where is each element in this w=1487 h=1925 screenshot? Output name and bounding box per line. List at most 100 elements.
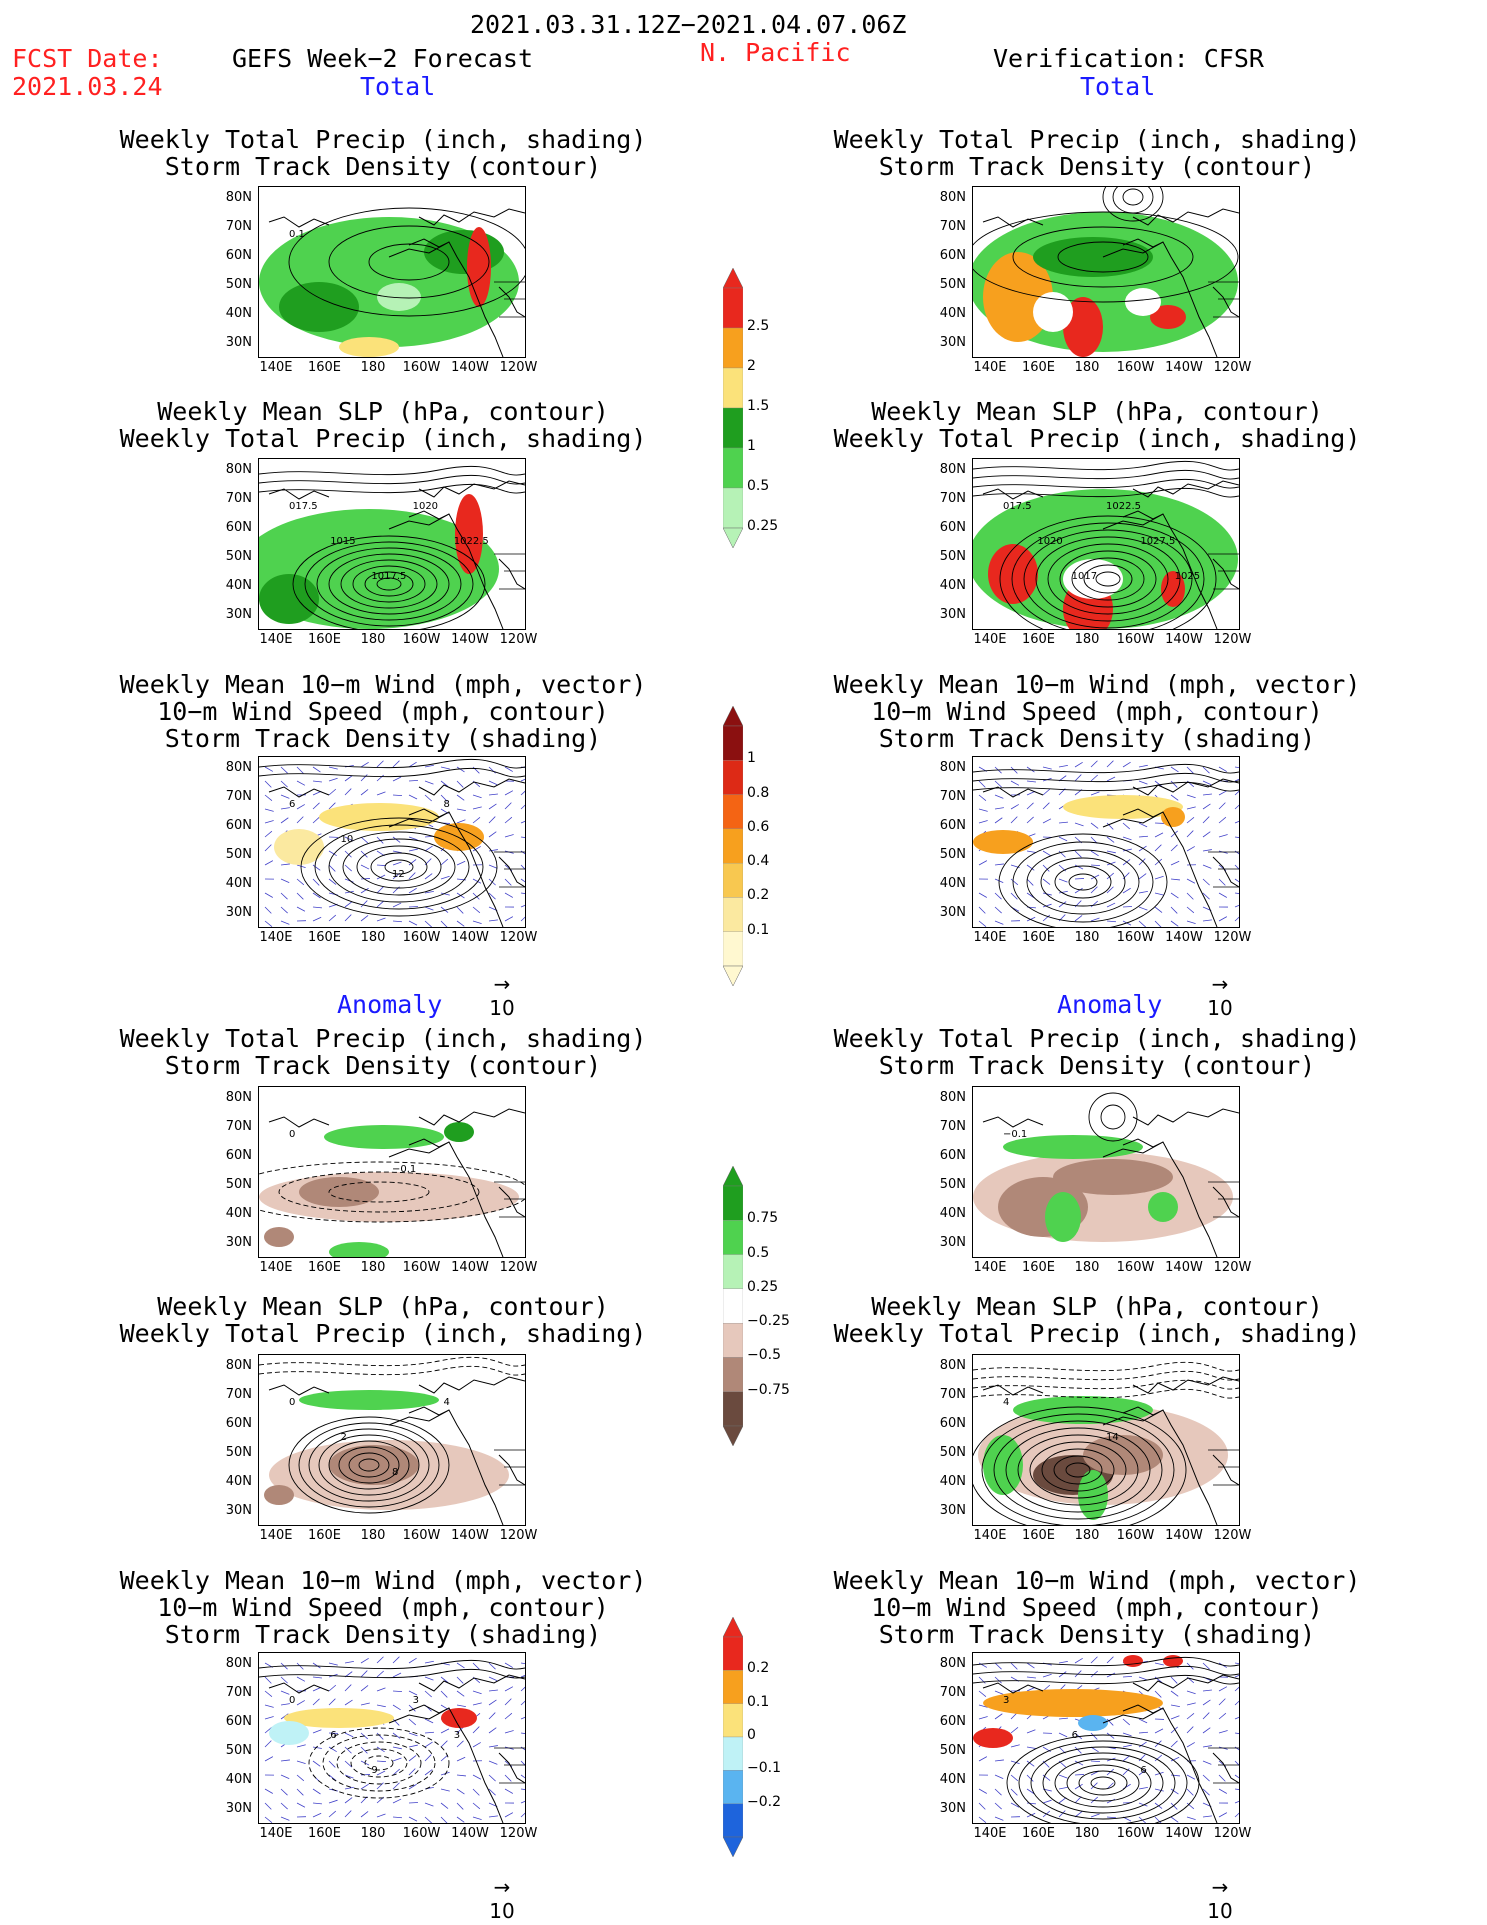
x-tick-label: 160W	[1116, 1528, 1155, 1543]
x-tick-label: 160W	[402, 360, 441, 375]
y-tick-label: 50N	[939, 847, 966, 862]
map-panel-o-wanom: 3 6 6	[972, 1652, 1240, 1824]
colorbar-label: 2.5	[747, 318, 770, 334]
contour-label: 10	[341, 834, 354, 845]
map-panel-f-sanom: 0 2 8 4	[258, 1354, 526, 1526]
y-tick-label: 80N	[225, 462, 252, 477]
coastline	[982, 480, 1239, 629]
map-panel-f-precip: 0.1	[258, 186, 526, 358]
contour-line	[1095, 571, 1121, 587]
state-borders	[1208, 553, 1239, 590]
contour-line	[356, 845, 442, 889]
shading-area	[1063, 795, 1183, 819]
contour-label: 3	[1003, 1695, 1009, 1706]
map-panel-o-panom: −0.1	[972, 1086, 1240, 1258]
y-tick-label: 30N	[939, 335, 966, 350]
state-borders	[1208, 851, 1239, 888]
colorbar-label: −0.1	[747, 1760, 781, 1777]
colorbar-segment	[722, 367, 744, 409]
coastline	[982, 778, 1239, 927]
shading-area	[299, 1177, 379, 1207]
vector-ref-o-total: → 10	[1200, 972, 1240, 1020]
shading-area	[973, 1728, 1013, 1748]
colorbar-segment	[722, 1185, 744, 1221]
colorbar-segment	[722, 760, 744, 795]
contour-label: 0	[289, 1695, 295, 1706]
y-tick-label: 80N	[939, 1358, 966, 1373]
contour-line	[999, 515, 1217, 629]
colorbar-cap	[722, 527, 744, 549]
y-tick-label: 50N	[939, 1177, 966, 1192]
colorbar-segment	[722, 931, 744, 967]
shading-area	[264, 1485, 294, 1505]
verification-anomaly-label: Anomaly	[1057, 990, 1163, 1019]
contour-line	[1059, 550, 1157, 608]
contour-line	[259, 1366, 525, 1376]
contour-line	[1040, 857, 1126, 907]
x-tick-label: 120W	[1213, 930, 1252, 945]
x-tick-label: 120W	[1213, 632, 1252, 647]
verification-total-label: Total	[1080, 72, 1156, 101]
contour-line	[1041, 1448, 1115, 1492]
y-tick-label: 80N	[939, 190, 966, 205]
x-tick-label: 160W	[1116, 930, 1155, 945]
shading-area	[319, 803, 439, 831]
y-tick-label: 40N	[225, 578, 252, 593]
y-tick-label: 70N	[225, 1685, 252, 1700]
arrow-right-icon: →	[493, 1875, 511, 1899]
contour-line	[998, 833, 1168, 927]
colorbar-precip_total	[722, 267, 744, 549]
y-tick-label: 80N	[939, 760, 966, 775]
x-tick-label: 120W	[499, 930, 538, 945]
colorbar-label: 0.1	[747, 921, 770, 938]
contour-label: 8	[392, 1467, 398, 1478]
colorbar-cap	[722, 705, 744, 727]
contour-line	[973, 211, 1239, 303]
y-tick-label: 50N	[939, 549, 966, 564]
contour-line	[328, 553, 450, 615]
contour-line	[308, 1428, 430, 1502]
coastline	[268, 208, 525, 357]
map-panel-o-precip	[972, 186, 1240, 358]
x-tick-label: 140E	[973, 930, 1007, 945]
y-tick-label: 50N	[225, 277, 252, 292]
contour-line	[1026, 849, 1140, 915]
y-tick-label: 40N	[225, 1772, 252, 1787]
y-tick-label: 50N	[939, 1445, 966, 1460]
fcst-date-value: 2021.03.24	[12, 72, 163, 101]
contour-label: 6	[289, 799, 295, 810]
shading-area	[324, 1125, 444, 1149]
x-tick-label: 120W	[1213, 360, 1252, 375]
contour-line	[1100, 1104, 1126, 1130]
colorbar-label: 0.25	[747, 518, 779, 534]
map-panel-f-wind: 6 10 12 8	[258, 756, 526, 928]
shading-area	[259, 574, 319, 624]
x-tick-label: 160E	[307, 1260, 342, 1275]
contour-line	[1047, 543, 1169, 615]
contour-line	[1012, 226, 1194, 288]
contour-line	[1065, 1462, 1091, 1478]
coastline	[268, 480, 525, 629]
x-tick-label: 180	[360, 632, 386, 647]
coastline	[268, 1108, 525, 1257]
shading-area	[1123, 1655, 1143, 1667]
x-tick-label: 180	[1074, 1260, 1100, 1275]
colorbar-segment	[722, 897, 744, 932]
contour-label: 2	[341, 1432, 347, 1443]
panel-title-o-wind: Weekly Mean 10−m Wind (mph, vector) 10−m…	[833, 670, 1361, 753]
contour-label: 6	[1140, 1765, 1146, 1776]
colorbar-segment	[722, 1703, 744, 1738]
y-tick-label: 30N	[939, 1503, 966, 1518]
state-borders	[494, 1747, 525, 1784]
y-tick-label: 70N	[939, 1387, 966, 1402]
contour-line	[376, 577, 402, 591]
colorbar-cap	[722, 965, 744, 987]
contour-line	[973, 773, 1239, 783]
x-tick-label: 180	[1074, 1528, 1100, 1543]
contour-line	[1083, 564, 1133, 594]
contour-line	[328, 225, 490, 299]
y-tick-label: 40N	[939, 1474, 966, 1489]
colorbar-label: 0.8	[747, 784, 770, 801]
y-tick-label: 40N	[939, 1772, 966, 1787]
shading-area	[983, 1435, 1023, 1495]
